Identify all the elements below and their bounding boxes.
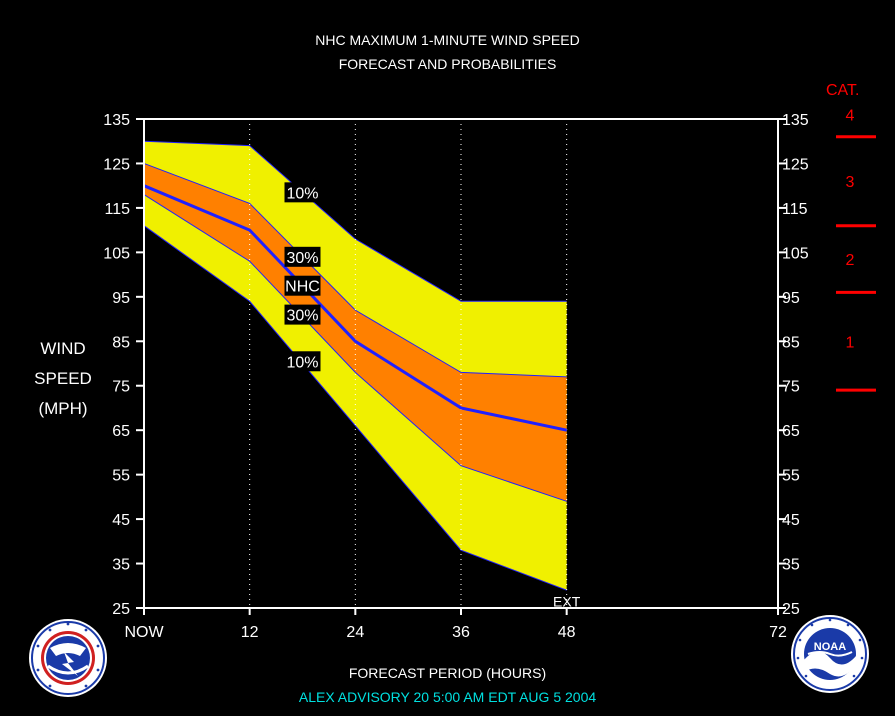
y-tick-label-left: 115 bbox=[104, 201, 130, 218]
y-tick-label-right: 65 bbox=[782, 423, 800, 440]
y-tick-label-right: 25 bbox=[782, 601, 800, 618]
y-tick-label-right: 35 bbox=[782, 557, 800, 574]
x-tick-label: 72 bbox=[769, 624, 787, 641]
nws-logo bbox=[29, 619, 107, 697]
y-tick-label-right: 115 bbox=[782, 201, 808, 218]
advisory-text: ALEX ADVISORY 20 5:00 AM EDT AUG 5 2004 bbox=[298, 689, 597, 705]
y-axis-label-line-3: (MPH) bbox=[38, 399, 88, 418]
x-tick-label: NOW bbox=[124, 624, 164, 641]
ext-label: EXT bbox=[553, 593, 581, 609]
y-tick-label-left: 55 bbox=[112, 468, 130, 485]
y-tick-label-left: 125 bbox=[103, 156, 130, 173]
category-scale: 1 2 3 4 bbox=[836, 108, 876, 392]
band-lower-edge bbox=[143, 225, 567, 591]
y-tick-label-right: 105 bbox=[782, 245, 809, 262]
y-tick-label-right: 85 bbox=[782, 334, 800, 351]
category-label: 2 bbox=[846, 252, 855, 269]
band-upper-edge bbox=[143, 162, 567, 378]
chart-title: NHC MAXIMUM 1-MINUTE WIND SPEED bbox=[315, 32, 580, 48]
x-tick-label: 24 bbox=[346, 624, 364, 641]
category-label: 1 bbox=[846, 334, 855, 351]
category-scale-title: CAT. bbox=[826, 82, 860, 99]
probability-bands bbox=[143, 140, 567, 591]
y-axis-label-line-1: WIND bbox=[40, 339, 86, 358]
y-tick-label-left: 95 bbox=[112, 290, 130, 307]
band-inner bbox=[144, 163, 567, 502]
y-tick-label-left: 35 bbox=[112, 557, 130, 574]
data-point bbox=[460, 407, 462, 409]
x-tick-label: 48 bbox=[558, 624, 576, 641]
x-tick-label: 36 bbox=[452, 624, 470, 641]
y-tick-label-right: 135 bbox=[782, 112, 809, 129]
y-tick-label-left: 45 bbox=[112, 512, 130, 529]
axis-ticks: 25 25 35 35 45 45 55 55 65 65 75 75 85 85 95 95 105 105 11… bbox=[103, 112, 809, 641]
band-labels: 10% 30% NHC 30% 10% EXT bbox=[284, 182, 581, 609]
band-label-box bbox=[284, 182, 321, 203]
y-tick-label-left: 105 bbox=[103, 245, 130, 262]
data-point bbox=[566, 429, 568, 431]
band-label: 30% bbox=[286, 308, 318, 325]
x-tick-label: 12 bbox=[241, 624, 259, 641]
noaa-logo: NOAA bbox=[791, 615, 869, 693]
band-label-box bbox=[284, 351, 321, 372]
y-tick-label-left: 25 bbox=[112, 601, 130, 618]
y-axis-label-line-2: SPEED bbox=[34, 369, 92, 388]
y-tick-label-right: 45 bbox=[782, 512, 800, 529]
chart-subtitle: FORECAST AND PROBABILITIES bbox=[338, 56, 557, 72]
x-axis-title: FORECAST PERIOD (HOURS) bbox=[348, 665, 547, 681]
y-tick-label-right: 95 bbox=[782, 290, 800, 307]
y-tick-label-right: 75 bbox=[782, 379, 800, 396]
band-label: 30% bbox=[286, 250, 318, 267]
band-label: 10% bbox=[286, 185, 318, 202]
y-tick-label-right: 125 bbox=[782, 156, 809, 173]
forecast-series bbox=[143, 184, 568, 432]
band-label-box bbox=[284, 275, 321, 296]
band-lower-edge bbox=[143, 194, 567, 502]
band-label-box bbox=[284, 246, 321, 267]
y-tick-label-right: 55 bbox=[782, 468, 800, 485]
category-label: 4 bbox=[846, 108, 855, 125]
y-tick-label-left: 75 bbox=[112, 379, 130, 396]
band-label: 10% bbox=[286, 354, 318, 371]
data-point bbox=[354, 340, 356, 342]
data-point bbox=[249, 229, 251, 231]
band-label: NHC bbox=[285, 279, 320, 296]
y-tick-label-left: 85 bbox=[112, 334, 130, 351]
category-label: 3 bbox=[846, 174, 855, 191]
noaa-logo-text: NOAA bbox=[814, 641, 846, 653]
y-tick-label-left: 135 bbox=[103, 112, 130, 129]
band-label-box bbox=[284, 304, 321, 325]
y-tick-label-left: 65 bbox=[112, 423, 130, 440]
